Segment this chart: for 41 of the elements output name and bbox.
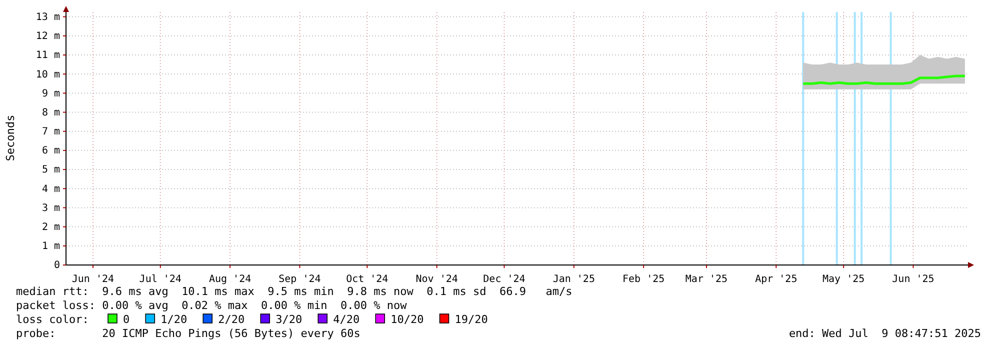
- x-tick-label: Jul '24: [139, 274, 182, 285]
- x-tick-label: Jun '25: [892, 274, 934, 285]
- y-tick-label: 11 m: [36, 50, 60, 62]
- y-tick-label: 9 m: [42, 88, 60, 100]
- legend-label: 4/20: [333, 313, 360, 326]
- x-tick-label: Mar '25: [685, 274, 728, 285]
- x-tick-label: Feb '25: [622, 274, 665, 285]
- text: end: Wed Jul 9 08:47:51 2025: [788, 327, 981, 340]
- y-tick-label: 0: [54, 260, 60, 272]
- y-tick-label: 13 m: [36, 12, 60, 23]
- y-tick-label: 8 m: [42, 107, 60, 118]
- legend-label: 10/20: [390, 313, 424, 326]
- x-tick-label: Oct '24: [346, 274, 388, 285]
- x-tick-label: May '25: [822, 274, 865, 285]
- x-tick-label: Dec '24: [483, 274, 526, 285]
- line-series: [802, 74, 966, 85]
- legend-label: 19/20: [454, 313, 488, 326]
- y-tick-label: 3 m: [42, 202, 60, 214]
- text: median rtt: 9.6 ms avg 10.1 ms max 9.5 ms min 9.8 ms now 0.1 ms sd 66.9 am/s: [16, 285, 572, 298]
- x-tick-label: Jun '24: [72, 274, 114, 285]
- x-tick-label: Apr '25: [755, 274, 798, 285]
- y-tick-label: 2 m: [42, 222, 60, 234]
- y-tick-label: 10 m: [36, 69, 60, 80]
- legend-label: 1/20: [160, 313, 188, 326]
- y-tick-label: 7 m: [42, 126, 60, 138]
- x-tick-label: Nov '24: [416, 274, 458, 285]
- y-axis-title: Seconds: [4, 114, 17, 162]
- y-tick-label: 4 m: [42, 184, 60, 195]
- text: packet loss: 0.00 % avg 0.02 % max 0.00 % min 0.00 % now: [16, 299, 408, 312]
- legend-label: 0: [123, 313, 130, 326]
- y-tick-label: 5 m: [42, 164, 60, 176]
- x-tick-label: Jan '25: [552, 274, 595, 285]
- y-tick-label: 1 m: [42, 241, 60, 252]
- x-tick-label: Aug '24: [208, 274, 252, 285]
- x-tick-label: Sep '24: [278, 274, 321, 285]
- y-tick-label: 12 m: [36, 31, 60, 42]
- legend-title: loss color:: [16, 313, 89, 326]
- y-tick-label: 6 m: [42, 146, 60, 157]
- text: probe: 20 ICMP Echo Pings (56 Bytes) every 60s: [16, 327, 360, 340]
- legend-label: 3/20: [276, 313, 302, 326]
- legend-label: 2/20: [218, 313, 245, 326]
